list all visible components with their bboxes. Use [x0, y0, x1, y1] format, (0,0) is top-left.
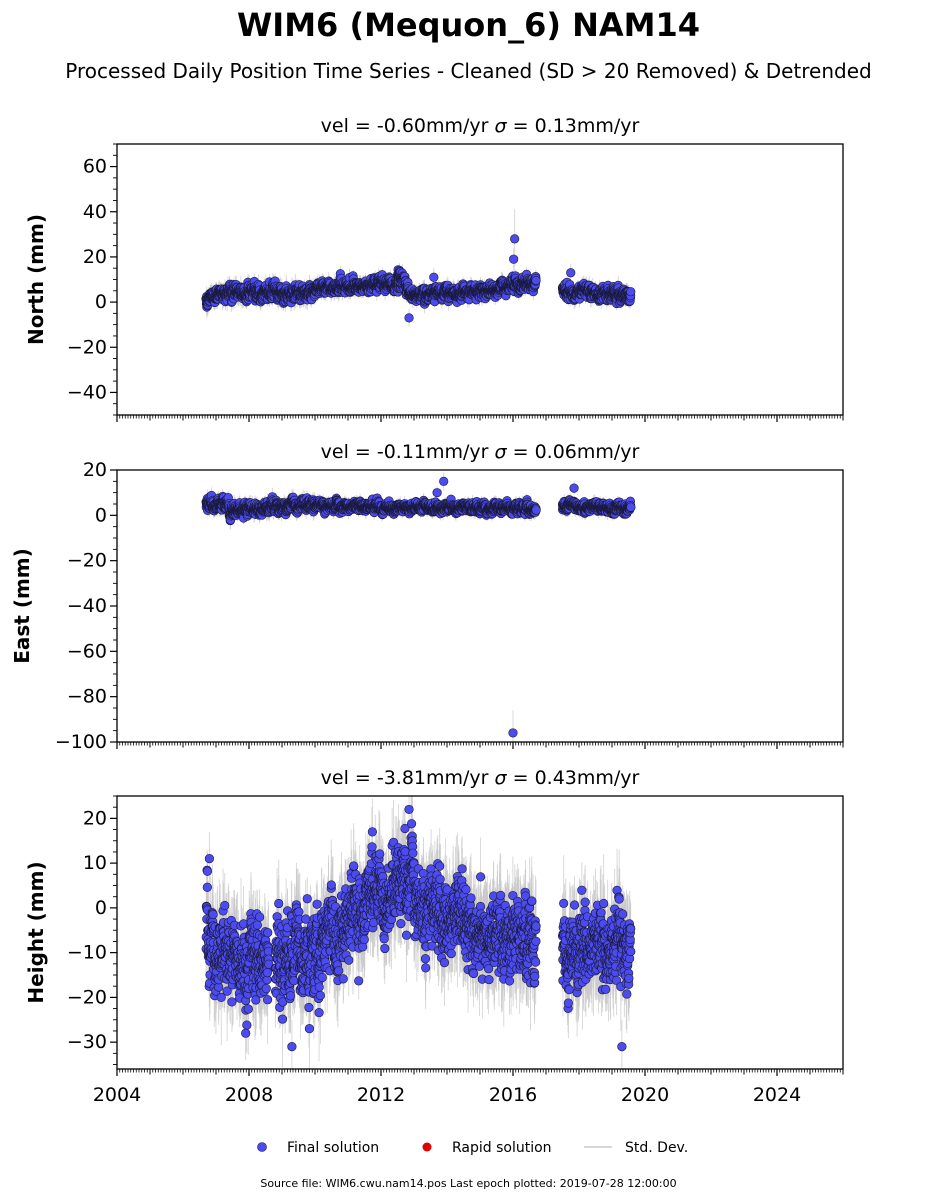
panel-title-vel: vel = -0.60mm/yr [321, 115, 495, 137]
plot-area [201, 209, 636, 327]
stddev-series [205, 209, 632, 327]
figure-title: WIM6 (Mequon_6) NAM14 [237, 6, 700, 44]
north-panel: vel = -0.60mm/yr σ = 0.13mm/yr North (mm)… [24, 115, 844, 422]
y-axis-label: North (mm) [24, 214, 48, 345]
panel-title-sigma: = 0.13mm/yr [507, 115, 640, 137]
panel-title-sigma-symbol: σ [495, 115, 508, 137]
panel-title: vel = -0.60mm/yr σ = 0.13mm/yr [321, 115, 640, 137]
figure-subtitle: Processed Daily Position Time Series - C… [65, 59, 871, 83]
final-solution-series [201, 234, 636, 323]
data-point [531, 275, 541, 286]
